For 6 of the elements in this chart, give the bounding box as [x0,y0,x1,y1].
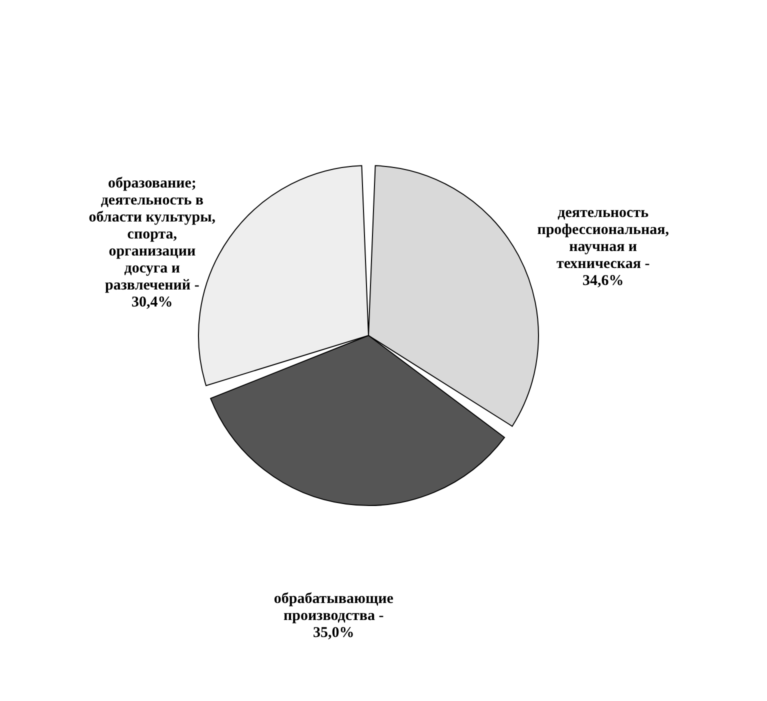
data-label: 30,4% [132,294,173,310]
slice-label: образование; деятельность в области культуры, спорта, организации досуга и развлечений - [88,175,216,294]
data-label: 35,0% [313,625,354,642]
data-label: 34,6% [582,273,624,290]
slice-label: обрабатывающие производства - [274,591,394,624]
slice-label: деятельность профессиональная, научная и техническая - [537,205,670,272]
